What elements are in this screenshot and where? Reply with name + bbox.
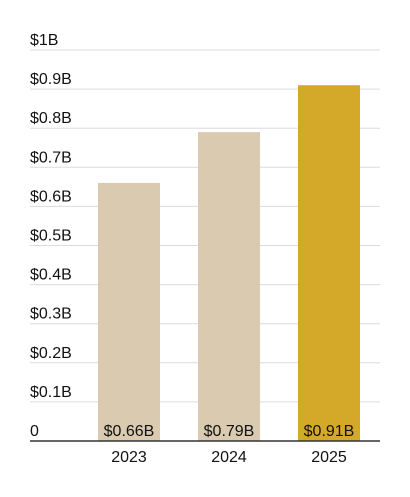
y-tick-label: $0.7B bbox=[30, 149, 72, 166]
y-tick-label: $0.8B bbox=[30, 110, 72, 127]
x-tick-label: 2023 bbox=[111, 449, 147, 466]
x-tick-label: 2025 bbox=[311, 449, 347, 466]
y-tick-label: $0.6B bbox=[30, 188, 72, 205]
data-label: $0.66B bbox=[104, 423, 155, 440]
y-tick-label: $1B bbox=[30, 32, 58, 49]
y-axis-ticks: 0 $0.1B $0.2B $0.3B $0.4B $0.5B $0.6B $0.7B $0.8… bbox=[30, 32, 72, 440]
x-axis-labels: 2023 2024 2025 bbox=[111, 449, 347, 466]
bar bbox=[198, 132, 260, 442]
y-tick-label: $0.3B bbox=[30, 306, 72, 323]
y-tick-label: 0 bbox=[30, 423, 39, 440]
bar bbox=[98, 182, 160, 441]
y-tick-label: $0.5B bbox=[30, 228, 72, 245]
data-label: $0.79B bbox=[204, 423, 255, 440]
data-label: $0.91B bbox=[304, 423, 355, 440]
x-tick-label: 2024 bbox=[211, 449, 247, 466]
y-tick-label: $0.1B bbox=[30, 384, 72, 401]
y-tick-label: $0.2B bbox=[30, 345, 72, 362]
y-tick-label: $0.4B bbox=[30, 267, 72, 284]
y-tick-label: $0.9B bbox=[30, 71, 72, 88]
bars: $0.66B $0.79B $0.91B bbox=[98, 85, 360, 442]
bar bbox=[298, 85, 360, 441]
